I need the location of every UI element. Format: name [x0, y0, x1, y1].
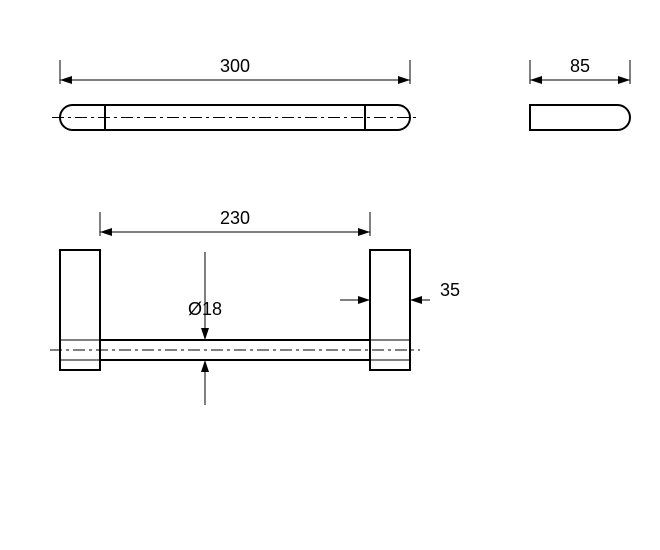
svg-text:85: 85	[570, 56, 590, 76]
top-view-bar	[60, 105, 410, 130]
svg-text:230: 230	[220, 208, 250, 228]
svg-text:300: 300	[220, 56, 250, 76]
svg-text:35: 35	[440, 280, 460, 300]
side-view-profile	[530, 105, 630, 130]
front-view-bracket	[60, 250, 410, 370]
